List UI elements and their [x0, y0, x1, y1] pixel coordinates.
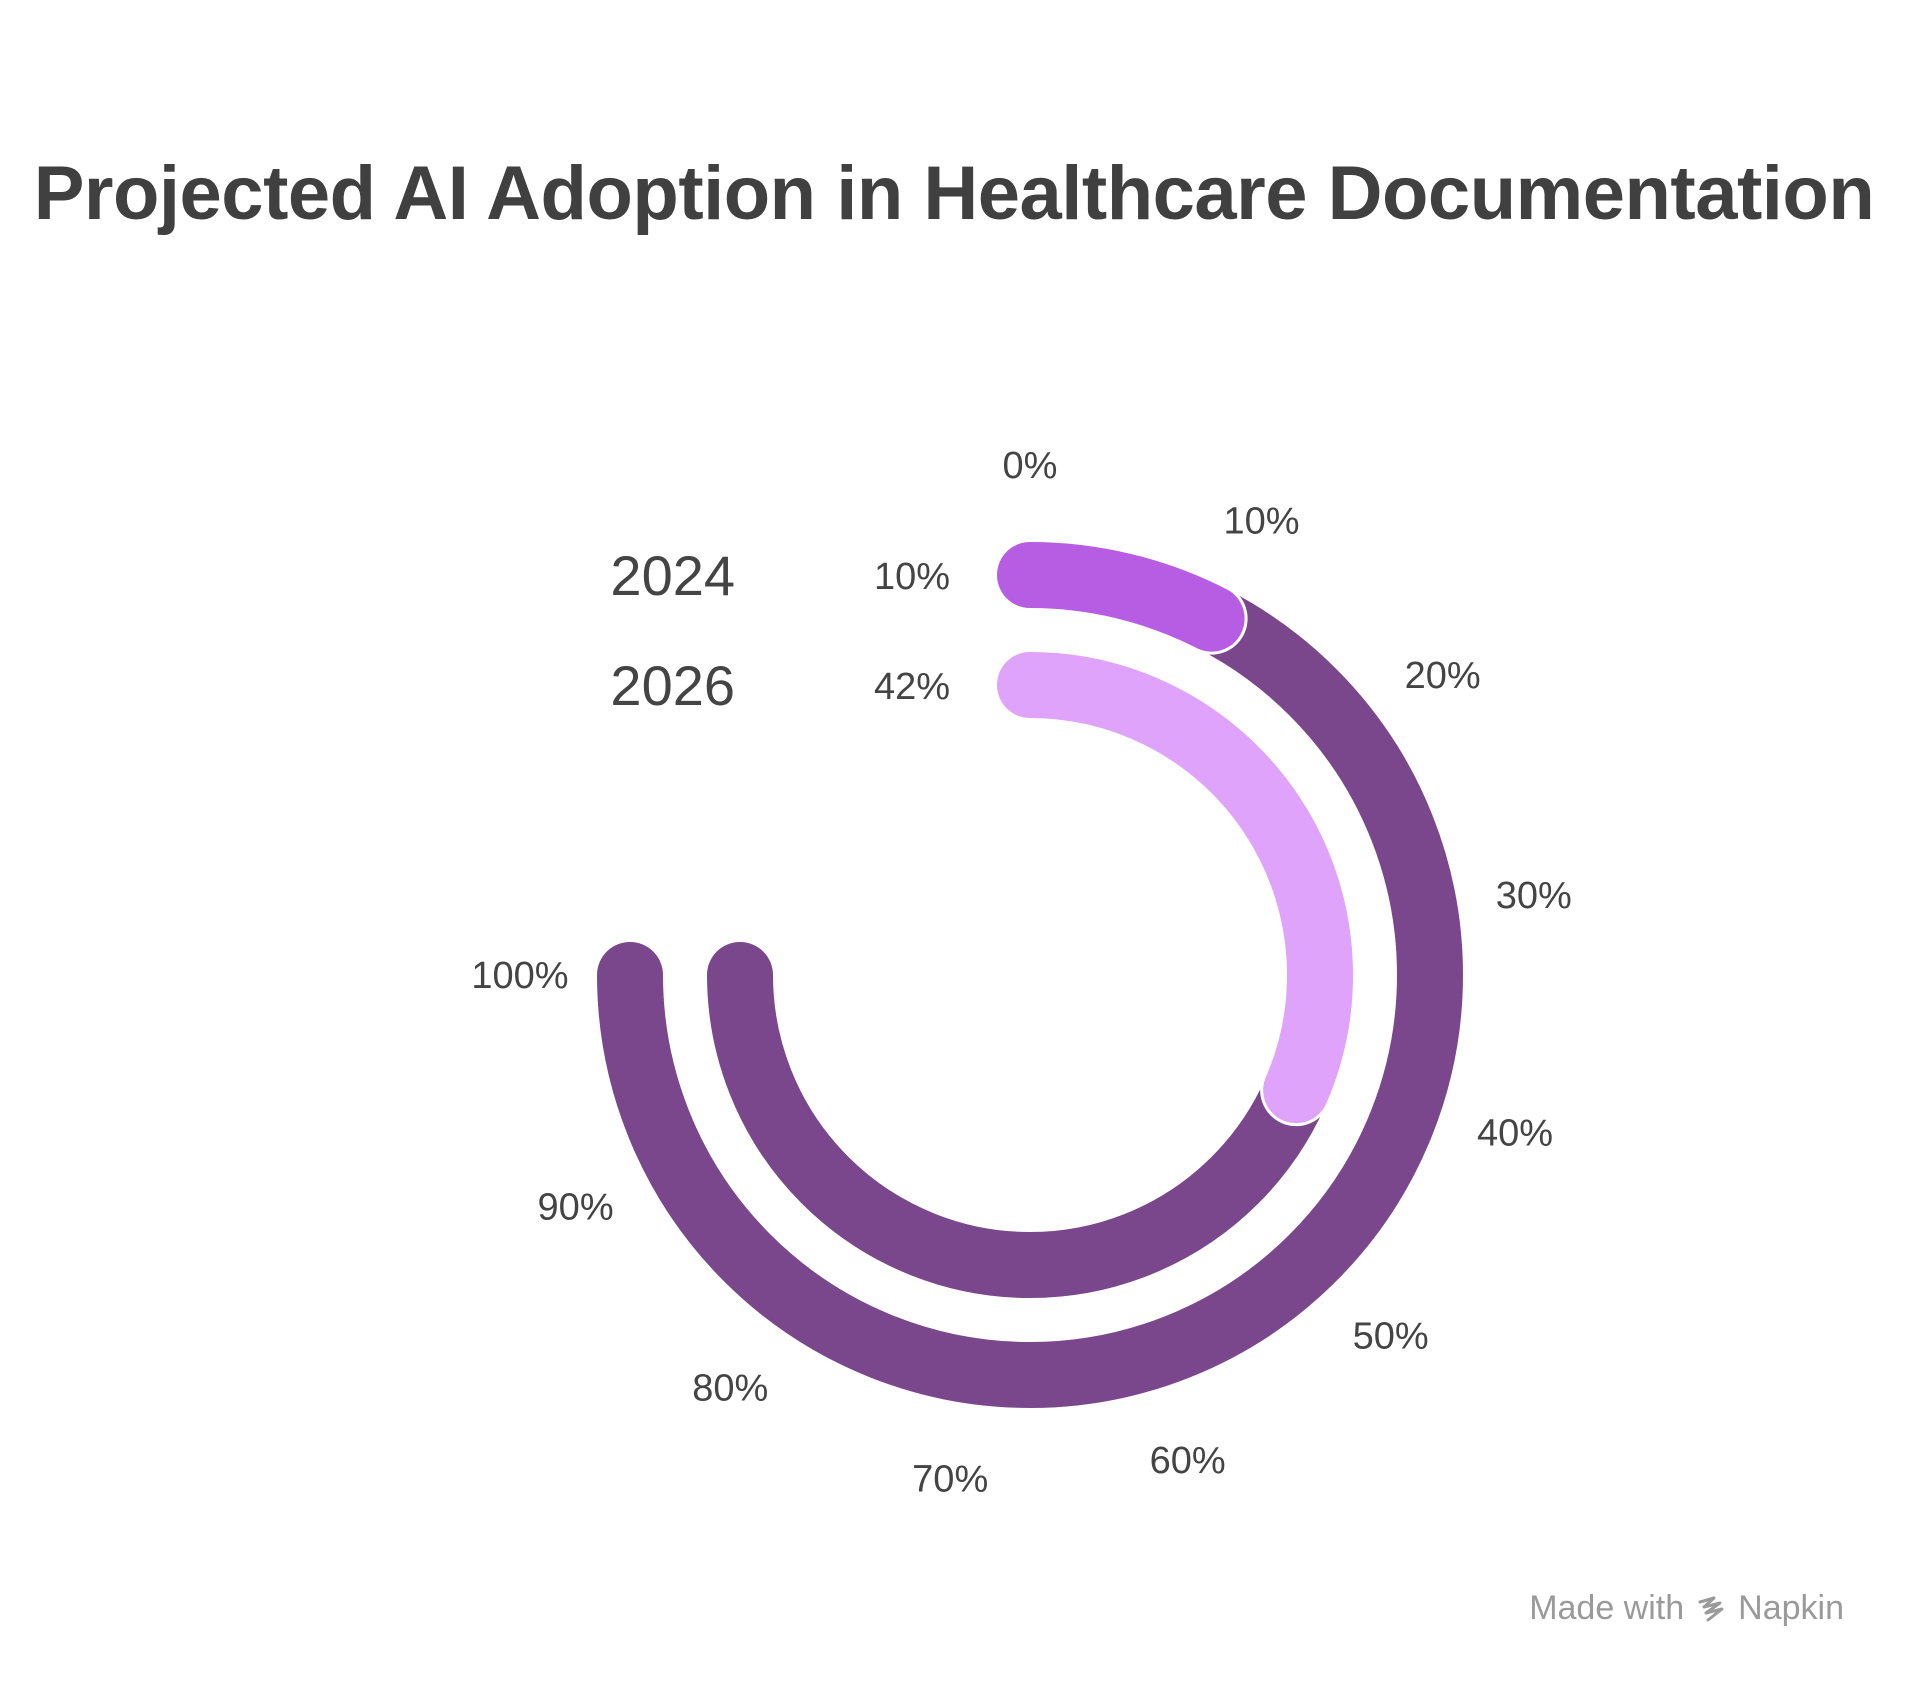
tick-label: 90% [538, 1187, 614, 1229]
napkin-brand-text: Napkin [1738, 1589, 1844, 1627]
tick-label: 60% [1150, 1440, 1226, 1482]
tick-label: 20% [1405, 655, 1481, 697]
series-label-2026: 2026 [610, 654, 735, 717]
series-label-2024: 2024 [610, 544, 735, 607]
tick-label: 10% [1224, 501, 1300, 543]
tick-label: 40% [1477, 1113, 1553, 1155]
value-label-2026: 42% [874, 666, 950, 708]
made-with-text: Made with [1529, 1589, 1685, 1627]
made-with-napkin-badge[interactable]: Made with Napkin [1529, 1589, 1844, 1628]
tick-label: 30% [1496, 875, 1572, 917]
series-labels: 2024 10% 2026 42% [610, 544, 950, 717]
bar-2024[interactable] [997, 542, 1245, 652]
value-label-2024: 10% [874, 556, 950, 598]
tick-label: 100% [471, 955, 568, 997]
tick-label: 70% [912, 1459, 988, 1501]
chart-title: Projected AI Adoption in Healthcare Docu… [33, 151, 1875, 236]
tick-label: 80% [692, 1368, 768, 1410]
tick-label: 0% [1003, 445, 1058, 487]
bar-2026[interactable] [997, 652, 1353, 1124]
tick-label: 50% [1353, 1316, 1429, 1358]
bars-layer [994, 539, 1356, 1127]
napkin-logo-icon [1698, 1596, 1724, 1621]
tick-labels: 0% 10% 20% 30% 40% 50% 60% 70% 80% 90% 100% [471, 445, 1571, 1501]
track-ring-2024 [597, 542, 1463, 1408]
